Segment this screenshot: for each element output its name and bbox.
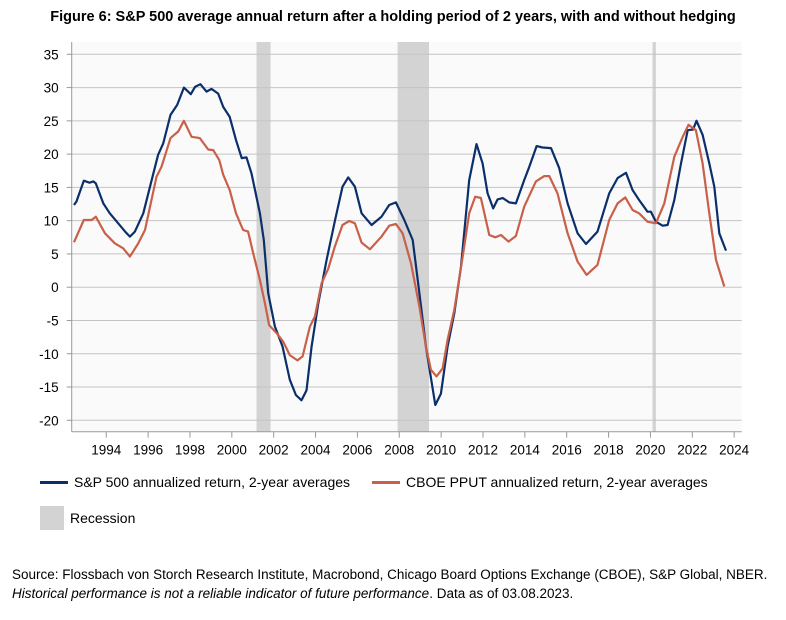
legend-item-recession: Recession — [40, 506, 135, 530]
legend-label-sp500: S&P 500 annualized return, 2-year averag… — [74, 474, 351, 490]
legend-swatch-recession — [40, 506, 64, 530]
source-suffix: . Data as of 03.08.2023. — [429, 586, 574, 601]
x-tick-label: 2024 — [719, 443, 750, 458]
x-tick-label: 2008 — [384, 443, 414, 458]
y-tick-label: 20 — [44, 147, 59, 162]
x-tick-label: 2018 — [594, 443, 624, 458]
y-tick-label: 10 — [44, 214, 59, 229]
y-tick-label: 35 — [44, 47, 59, 62]
recession-band — [397, 42, 429, 432]
x-tick-label: 2020 — [635, 443, 665, 458]
legend-swatch-sp500 — [40, 480, 68, 484]
chart-title: Figure 6: S&P 500 average annual return … — [50, 9, 736, 25]
series-line-pput — [72, 119, 726, 378]
legend-item-sp500: S&P 500 annualized return, 2-year averag… — [40, 474, 350, 490]
x-tick-label: 2004 — [301, 443, 332, 458]
x-tick-label: 1994 — [91, 443, 122, 458]
x-tick-label: 2000 — [217, 443, 247, 458]
x-tick-label: 2012 — [468, 443, 498, 458]
recession-band — [652, 42, 656, 432]
y-tick-label: 15 — [44, 180, 59, 195]
y-tick-label: 25 — [44, 114, 59, 129]
x-tick-label: 1996 — [133, 443, 163, 458]
x-tick-label: 2010 — [426, 443, 456, 458]
legend-item-pput: CBOE PPUT annualized return, 2-year aver… — [372, 474, 708, 490]
source-text: Source: Flossbach von Storch Research In… — [12, 567, 768, 582]
x-tick-label: 2002 — [259, 443, 289, 458]
x-tick-label: 2006 — [342, 443, 372, 458]
y-tick-label: -5 — [47, 313, 59, 328]
legend-label-recession: Recession — [70, 510, 136, 526]
x-tick-label: 2022 — [677, 443, 707, 458]
series-line-sp500 — [73, 83, 728, 407]
y-tick-label: 5 — [51, 247, 59, 262]
y-tick-label: -20 — [39, 413, 59, 428]
y-tick-label: 30 — [44, 81, 59, 96]
source-note: Source: Flossbach von Storch Research In… — [12, 565, 782, 603]
source-disclaimer: Historical performance is not a reliable… — [12, 586, 430, 601]
x-tick-label: 2014 — [510, 443, 541, 458]
x-tick-label: 1998 — [175, 443, 205, 458]
legend-label-pput: CBOE PPUT annualized return, 2-year aver… — [406, 474, 708, 490]
x-tick-label: 2016 — [552, 443, 582, 458]
y-tick-label: 0 — [51, 280, 59, 295]
y-tick-label: -15 — [39, 380, 59, 395]
legend-swatch-pput — [372, 480, 400, 484]
y-tick-label: -10 — [39, 347, 59, 362]
